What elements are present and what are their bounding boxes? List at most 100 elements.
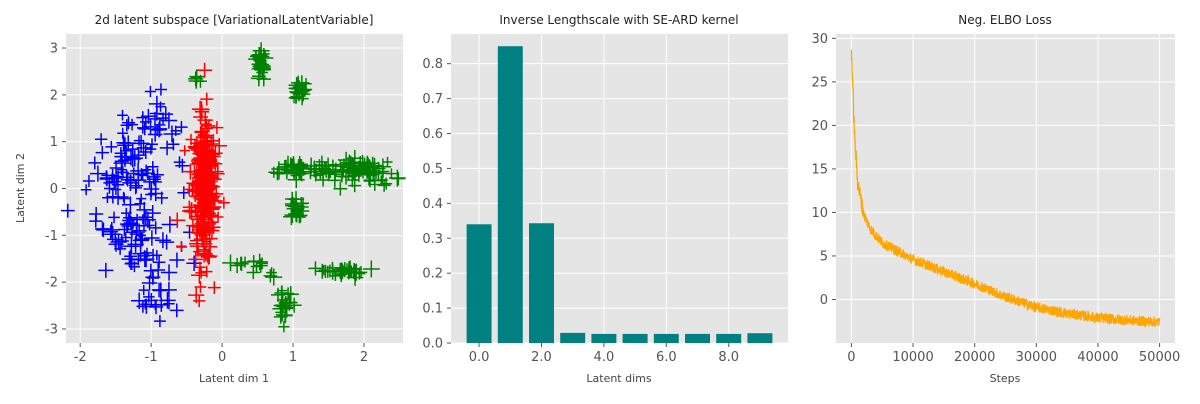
chart-title: Inverse Lengthscale with SE-ARD kernel [499,13,738,27]
scatter-point [138,284,149,296]
scatter-point [152,256,166,269]
scatter-point [364,161,376,173]
scatter-point [104,183,115,194]
scatter-point [191,227,203,239]
scatter-point [196,247,212,263]
scatter-point [138,209,154,225]
x-tick-label: 2 [360,350,368,365]
y-tick-label: 30 [811,32,828,47]
x-tick-label: 30000 [1016,350,1057,365]
scatter-point [195,177,206,188]
scatter-point [120,144,133,157]
scatter-point [118,191,129,203]
scatter-point [120,172,135,187]
scatter-point [293,210,306,224]
scatter-point [207,281,221,295]
scatter-point [212,165,224,178]
scatter-point [169,212,186,229]
scatter-point [281,287,295,300]
scatter-point [194,104,210,119]
scatter-point [194,281,207,293]
scatter-point [207,180,219,192]
x-tick-label: 0 [218,350,226,365]
scatter-point [249,50,263,63]
y-tick-label: 1 [50,135,58,150]
scatter-point [163,125,181,143]
series-green [188,42,406,333]
y-axis-label: Latent dim 2 [14,153,27,223]
y-tick-label: -3 [45,322,58,337]
scatter-point [148,95,165,112]
scatter-point [281,298,293,309]
x-tick-label: 6.0 [656,350,677,365]
scatter-point [347,264,365,281]
scatter-point [132,253,145,266]
bar [716,333,742,343]
scatter-point [159,234,175,250]
scatter-point [206,220,221,235]
x-tick-label: -1 [145,350,158,365]
scatter-point [196,192,213,208]
scatter-point [270,166,285,181]
scatter-point [114,242,127,255]
y-tick-label: 0.2 [422,267,443,282]
scatter-point [144,230,160,246]
scatter-point [252,69,266,84]
x-axis-label: Latent dim 1 [199,372,269,385]
scatter-point [153,315,166,328]
scatter-point [117,137,133,154]
scatter-point [82,175,95,187]
scatter-point [198,130,214,146]
scatter-point [138,122,152,136]
scatter-point [94,133,108,146]
y-tick-label: -1 [45,229,58,244]
scatter-point [189,190,202,203]
y-tick-label: 0.5 [422,162,443,177]
scatter-point [141,108,156,124]
scatter-point [126,143,139,156]
scatter-point [196,222,213,239]
scatter-point [193,74,207,88]
scatter-point [360,166,378,183]
scatter-point [278,159,294,175]
chart-title: Neg. ELBO Loss [958,13,1051,27]
scatter-point [211,137,228,154]
scatter-point [145,188,157,201]
scatter-point [196,205,207,216]
scatter-point [120,232,131,243]
scatter-point [126,150,143,167]
scatter-point [198,211,210,224]
y-tick-label: 0 [820,293,828,308]
scatter-point [176,241,187,252]
scatter-point [112,170,125,183]
scatter-point [208,186,224,202]
scatter-point [200,92,214,106]
scatter-point [106,190,120,204]
scatter-point [199,205,213,219]
x-tick-label: 20000 [954,350,995,365]
scatter-point [117,109,128,121]
scatter-point [382,156,393,168]
scatter-point [123,210,137,225]
scatter-point [200,249,217,265]
scatter-point [144,85,157,98]
x-tick-label: 0 [847,350,855,365]
scatter-point [117,127,129,139]
scatter-point [179,145,191,156]
scatter-point [110,184,122,195]
y-tick-label: 0.8 [422,57,443,72]
scatter-point [290,81,305,96]
scatter-point [263,269,278,283]
scatter-point [137,214,148,225]
scatter-point [318,162,331,175]
scatter-point [80,184,92,196]
scatter-point [175,158,190,173]
scatter-point [89,165,106,182]
x-tick-label: 4.0 [594,350,615,365]
scatter-point [89,206,104,222]
scatter-point [191,266,208,284]
scatter-point [146,169,161,185]
scatter-point [143,263,158,278]
scatter-point [96,222,111,238]
bar [685,333,710,343]
